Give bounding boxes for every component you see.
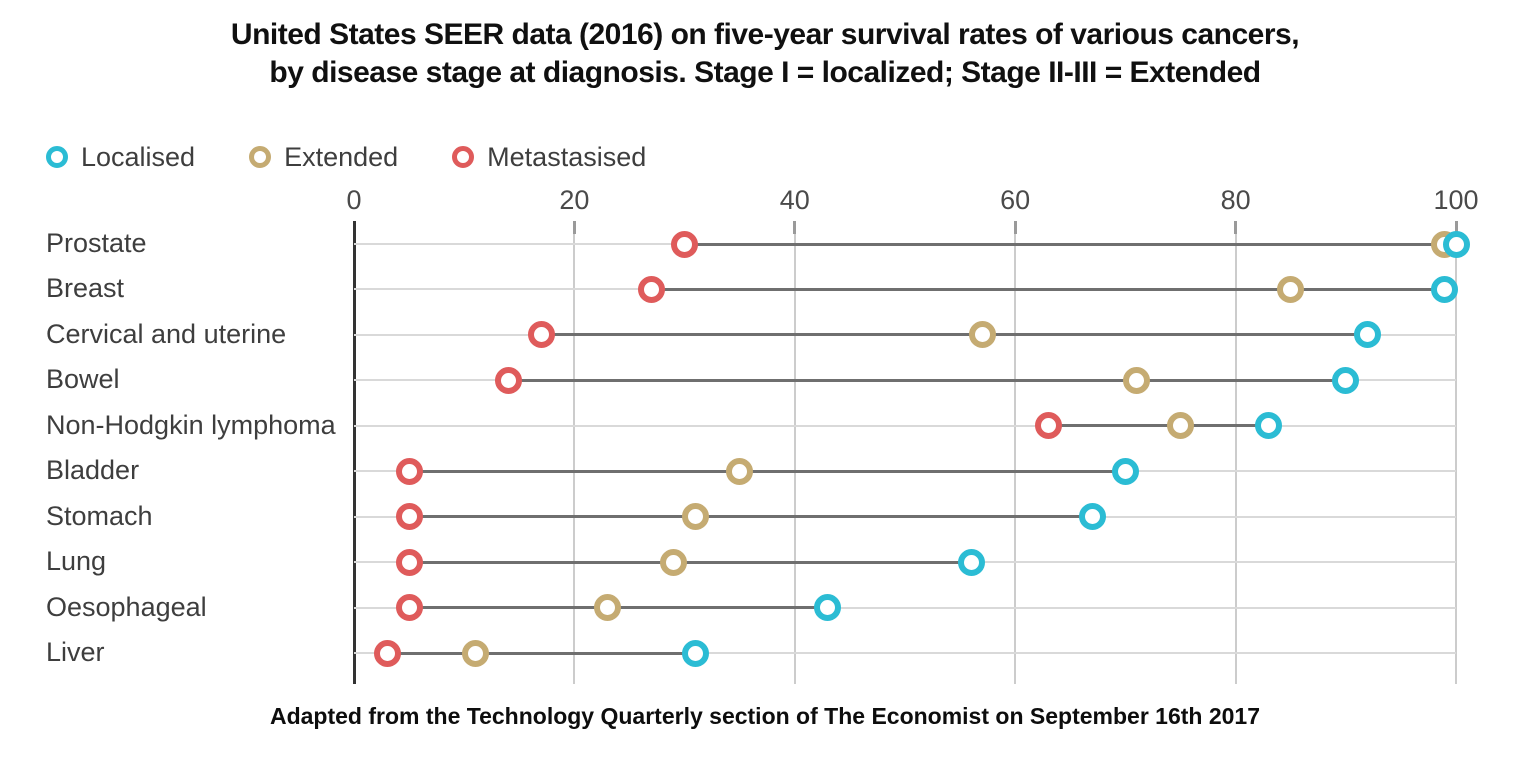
gridline	[1014, 221, 1017, 684]
gridline	[573, 221, 576, 684]
legend-item-extended: Extended	[249, 142, 398, 173]
category-label-non-hodgkin-lymphoma: Non-Hodgkin lymphoma	[46, 409, 336, 440]
marker-metastasised-breast	[638, 275, 666, 303]
marker-localised-non-hodgkin-lymphoma	[1255, 412, 1283, 440]
marker-metastasised-stomach	[395, 503, 423, 531]
category-label-oesophageal: Oesophageal	[46, 591, 207, 622]
legend-marker-metastasised-icon	[452, 146, 475, 168]
tick-mark	[1454, 221, 1458, 234]
marker-extended-bladder	[726, 457, 754, 485]
marker-metastasised-bladder	[395, 457, 423, 485]
marker-localised-oesophageal	[814, 594, 842, 622]
connector-line	[541, 333, 1368, 337]
gridline	[1234, 221, 1237, 684]
tick-mark	[1234, 221, 1238, 234]
chart-title-line2: by disease stage at diagnosis. Stage I =…	[269, 56, 1261, 89]
x-axis-tick-label: 40	[779, 185, 810, 215]
marker-metastasised-cervical-and-uterine	[527, 321, 555, 349]
x-axis-tick-label: 60	[1000, 185, 1031, 215]
marker-extended-breast	[1277, 275, 1305, 303]
y-axis-line	[352, 221, 356, 684]
category-label-bladder: Bladder	[46, 455, 140, 486]
row-line	[354, 424, 1456, 427]
marker-metastasised-prostate	[671, 230, 699, 258]
marker-localised-lung	[957, 548, 985, 576]
marker-extended-bowel	[1122, 366, 1150, 394]
x-axis-tick-label: 0	[346, 185, 362, 215]
marker-extended-non-hodgkin-lymphoma	[1167, 412, 1194, 440]
legend-label-extended: Extended	[284, 141, 399, 172]
legend-label-localised: Localised	[81, 141, 196, 172]
chart-title: United States SEER data (2016) on five-y…	[0, 16, 1530, 92]
tick-mark	[572, 221, 576, 234]
category-label-breast: Breast	[46, 273, 125, 304]
chart-title-line1: United States SEER data (2016) on five-y…	[230, 18, 1300, 51]
marker-extended-liver	[461, 639, 489, 667]
legend-label-metastasised: Metastasised	[487, 141, 647, 172]
category-label-bowel: Bowel	[46, 364, 120, 395]
marker-localised-bladder	[1111, 457, 1139, 485]
connector-line	[409, 560, 972, 564]
category-label-liver: Liver	[46, 637, 105, 668]
marker-metastasised-non-hodgkin-lymphoma	[1034, 412, 1062, 440]
marker-extended-oesophageal	[593, 594, 621, 622]
marker-metastasised-bowel	[494, 366, 522, 394]
marker-metastasised-lung	[395, 548, 423, 576]
connector-line	[409, 515, 1093, 519]
row-line	[354, 652, 1456, 655]
marker-metastasised-oesophageal	[395, 594, 423, 622]
category-label-stomach: Stomach	[46, 500, 153, 531]
marker-localised-cervical-and-uterine	[1354, 321, 1382, 349]
marker-metastasised-liver	[373, 639, 401, 667]
connector-line	[1048, 424, 1269, 428]
legend: Localised Extended Metastasised	[46, 140, 646, 174]
connector-line	[508, 378, 1346, 382]
category-label-prostate: Prostate	[46, 228, 147, 258]
connector-line	[387, 651, 696, 655]
x-axis-tick-label: 100	[1433, 185, 1479, 215]
x-axis-tick-label: 80	[1220, 185, 1251, 215]
category-label-cervical-and-uterine: Cervical and uterine	[46, 318, 287, 349]
marker-localised-breast	[1431, 275, 1459, 303]
tick-mark	[1013, 221, 1017, 234]
marker-localised-liver	[682, 639, 710, 667]
marker-extended-stomach	[682, 503, 710, 531]
source-note: Adapted from the Technology Quarterly se…	[269, 703, 1261, 729]
category-label-lung: Lung	[46, 546, 107, 577]
marker-localised-prostate	[1442, 230, 1470, 258]
connector-line	[651, 287, 1445, 291]
marker-localised-stomach	[1078, 503, 1106, 531]
legend-marker-extended-icon	[249, 146, 272, 168]
marker-extended-cervical-and-uterine	[968, 321, 996, 349]
tick-mark	[793, 221, 797, 234]
gridline	[1455, 221, 1457, 684]
marker-localised-bowel	[1332, 366, 1360, 394]
gridline	[793, 221, 796, 684]
legend-item-metastasised: Metastasised	[452, 142, 646, 173]
legend-item-localised: Localised	[46, 142, 195, 173]
legend-marker-localised-icon	[46, 146, 68, 168]
row-line	[354, 606, 1456, 609]
x-axis-tick-label: 20	[559, 185, 590, 215]
connector-line	[409, 469, 1126, 473]
connector-line	[684, 242, 1456, 246]
marker-extended-lung	[660, 548, 688, 576]
